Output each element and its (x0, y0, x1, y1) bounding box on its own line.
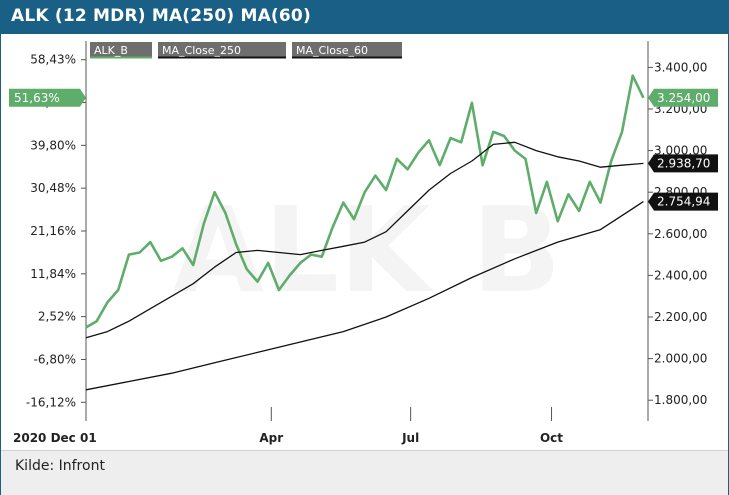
left-tick-label: -6,80% (34, 352, 76, 366)
left-tick-label: 21,16% (30, 224, 76, 238)
last-value-tag (648, 154, 718, 173)
legend-entry: MA_Close_250 (162, 44, 241, 57)
right-tick-label: 2.400,00 (654, 268, 707, 282)
watermark-text: ALK B (173, 181, 562, 319)
left-tick-label: 11,84% (30, 267, 76, 281)
right-tick-label: 2.600,00 (654, 227, 707, 241)
last-value-label: 2.938,70 (657, 156, 710, 170)
last-percent-tag (9, 88, 86, 107)
right-tick-label: 2.200,00 (654, 310, 707, 324)
series-line-ma-close-60 (85, 141, 644, 339)
legend-swatch (90, 42, 152, 57)
last-value-tag (648, 88, 718, 107)
right-tick-label: 3.000,00 (654, 144, 707, 158)
last-value-label: 2.754,94 (657, 195, 710, 209)
right-tick-label: 1.800,00 (654, 393, 707, 407)
last-value-tag (648, 192, 718, 211)
x-tick-label: Apr (259, 431, 283, 445)
source-label: Kilde: Infront (15, 458, 105, 474)
left-tick-label: 2,52% (38, 310, 76, 324)
series-line-ma-close-250 (85, 201, 644, 391)
legend-entry: MA_Close_60 (296, 44, 368, 57)
chart-title: ALK (12 MDR) MA(250) MA(60) (11, 6, 311, 26)
last-value-label: 3.254,00 (657, 91, 710, 105)
last-percent-label: 51,63% (14, 91, 60, 105)
x-tick-label: 2020 Dec 01 (13, 431, 97, 445)
x-tick-label: Oct (540, 431, 563, 445)
legend-swatch (292, 42, 402, 57)
left-tick-label: 39,80% (30, 138, 76, 152)
right-tick-label: 2.000,00 (654, 352, 707, 366)
series-line-alk-b (85, 74, 645, 329)
chart-header: ALK (12 MDR) MA(250) MA(60) (1, 1, 728, 34)
legend-entry: ALK_B (94, 44, 128, 57)
x-tick-label: Jul (401, 431, 419, 445)
source-footer: Kilde: Infront (1, 450, 728, 495)
left-tick-label: -16,12% (26, 395, 76, 409)
right-tick-label: 3.400,00 (654, 60, 707, 74)
left-tick-label: 30,48% (30, 181, 76, 195)
legend-swatch (158, 42, 286, 57)
chart-plot: ALK B 1.800,00 2.000,00 2.200,00 2.400,00 2.6… (9, 41, 718, 445)
left-tick-label: 58,43% (30, 53, 76, 67)
